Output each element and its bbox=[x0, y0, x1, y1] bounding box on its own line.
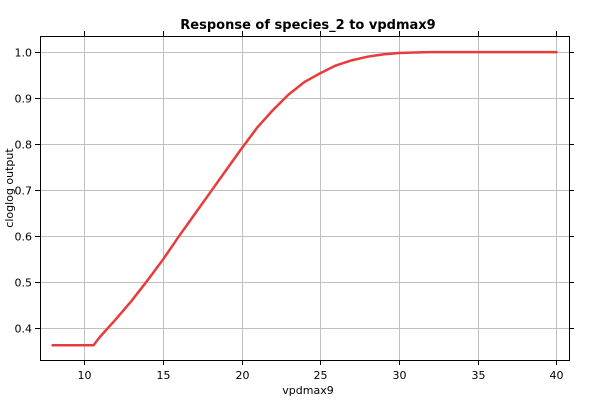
x-tick-label: 20 bbox=[236, 369, 250, 382]
y-tick-label: 0.9 bbox=[15, 93, 33, 106]
plot-area: 10 15 20 25 30 35 40 0.4 0.5 0.6 0.7 0.8 0.9 1.0 bbox=[15, 31, 574, 382]
y-tick-label: 0.7 bbox=[15, 185, 33, 198]
response-curve-line bbox=[51, 50, 558, 347]
plot-background bbox=[40, 36, 569, 360]
y-tick-label: 0.5 bbox=[15, 277, 33, 290]
x-tick-label: 15 bbox=[157, 369, 171, 382]
x-tick-label: 30 bbox=[393, 369, 407, 382]
y-tick-label: 0.8 bbox=[15, 139, 33, 152]
y-axis-label: cloglog output bbox=[3, 148, 16, 228]
plot-frame bbox=[40, 36, 570, 361]
y-tick-label: 0.4 bbox=[15, 323, 33, 336]
y-tick-label: 1.0 bbox=[15, 47, 33, 60]
x-tick-label: 40 bbox=[550, 369, 564, 382]
x-tick-label: 10 bbox=[78, 369, 92, 382]
x-tick-label: 35 bbox=[472, 369, 486, 382]
x-axis-label: vpdmax9 bbox=[282, 384, 333, 397]
y-tick-label: 0.6 bbox=[15, 231, 33, 244]
x-tick-label: 25 bbox=[314, 369, 328, 382]
chart-title: Response of species_2 to vpdmax9 bbox=[180, 18, 435, 33]
